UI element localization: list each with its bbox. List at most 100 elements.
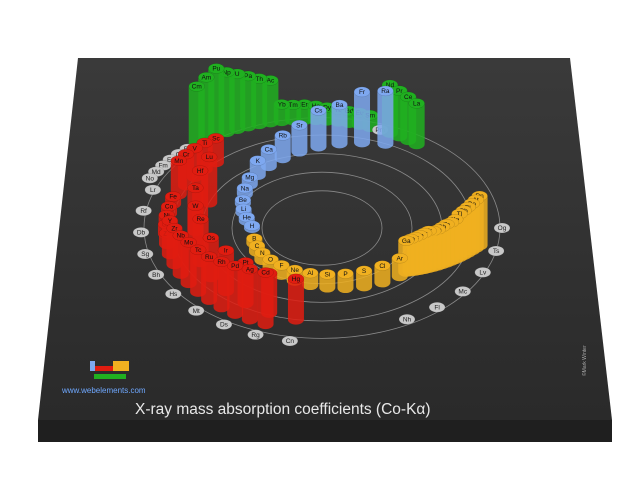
- element-symbol-label: Tm: [288, 102, 297, 109]
- column-cap: [187, 305, 205, 316]
- column-cap: [241, 171, 259, 183]
- column-body: [337, 273, 354, 294]
- column-cap: [198, 72, 215, 83]
- column-cap: [454, 286, 472, 297]
- element-symbol-label: Na: [241, 185, 250, 192]
- chart-title: X-ray mass absorption coefficients (Co-K…: [135, 401, 431, 418]
- element-symbol-label: Dy: [323, 105, 332, 112]
- element-column-la: La: [408, 98, 425, 150]
- element-symbol-label: V: [193, 145, 198, 152]
- element-symbol-label: Ti: [202, 140, 207, 147]
- element-symbol-label: Mo: [184, 240, 193, 247]
- element-symbol-label: B: [252, 236, 256, 243]
- element-symbol-label: Li: [241, 206, 246, 213]
- element-column-rb: Rb: [274, 130, 291, 164]
- element-symbol-label: Mg: [245, 174, 254, 181]
- element-symbol-label: Fl: [434, 304, 440, 311]
- element-symbol-label: Ce: [404, 94, 413, 101]
- element-column-fr: Fr: [353, 86, 371, 148]
- element-column-fl: Fl: [428, 301, 446, 313]
- column-cap: [374, 260, 391, 271]
- element-column-mg: Mg: [241, 171, 259, 190]
- element-symbol-label: Y: [168, 218, 173, 225]
- element-column-nh: Nh: [398, 314, 416, 325]
- column-cap: [187, 200, 204, 212]
- element-symbol-label: Pu: [212, 66, 220, 73]
- element-column-si: Si: [319, 269, 336, 293]
- column-body: [227, 265, 244, 319]
- element-column-p: P: [337, 268, 354, 294]
- element-symbol-label: Mn: [174, 158, 183, 165]
- element-symbol-label: Sc: [212, 135, 220, 142]
- element-column-cl: Cl: [374, 260, 391, 288]
- element-column-no: No: [141, 172, 159, 184]
- element-symbol-label: Db: [137, 230, 146, 237]
- element-symbol-label: Ru: [205, 254, 214, 261]
- element-symbol-label: Si: [324, 272, 330, 279]
- column-cap: [355, 265, 373, 276]
- column-cap: [213, 256, 230, 267]
- copyright-note: ©Mark Winter: [581, 345, 588, 376]
- column-cap: [226, 260, 244, 272]
- element-column-sr: Sr: [291, 119, 308, 157]
- element-symbol-label: H: [250, 223, 255, 230]
- element-symbol-label: C: [255, 243, 260, 250]
- element-symbol-label: Mt: [193, 308, 200, 315]
- element-columns: ErHoTmDyYbTbAcGdThEuPaSmUPmNpNdPuPrAmCeF…: [132, 63, 511, 347]
- column-cap: [192, 213, 209, 225]
- element-symbol-label: Cs: [314, 108, 323, 115]
- column-cap: [493, 222, 511, 234]
- element-symbol-label: Cr: [183, 151, 191, 158]
- element-symbol-label: Lr: [150, 187, 157, 194]
- element-column-pd: Pd: [226, 260, 244, 319]
- element-symbol-label: N: [260, 250, 265, 257]
- column-cap: [391, 252, 409, 264]
- element-symbol-label: Co: [165, 204, 174, 211]
- element-column-ar: Ar: [391, 252, 409, 282]
- element-symbol-label: Hg: [292, 276, 301, 283]
- element-symbol-label: Zr: [171, 225, 178, 232]
- column-cap: [236, 182, 254, 194]
- element-symbol-label: O: [268, 257, 273, 264]
- element-symbol-label: F: [279, 263, 283, 270]
- element-symbol-label: Sm: [365, 112, 375, 119]
- column-body: [356, 270, 373, 292]
- element-symbol-label: S: [362, 268, 367, 275]
- element-symbol-label: Yb: [278, 102, 286, 109]
- column-cap: [302, 267, 319, 279]
- element-column-db: Db: [132, 227, 150, 238]
- element-symbol-label: Th: [255, 76, 263, 83]
- element-symbol-label: Pa: [244, 73, 252, 80]
- element-column-ca: Ca: [260, 144, 278, 172]
- element-symbol-label: Fm: [158, 163, 167, 170]
- element-column-cn: Cn: [281, 335, 299, 347]
- element-column-og: Og: [493, 222, 511, 234]
- element-symbol-label: Ra: [381, 88, 390, 95]
- element-column-ba: Ba: [331, 99, 348, 149]
- element-symbol-label: Bh: [152, 272, 160, 279]
- element-symbol-label: Ds: [220, 322, 229, 329]
- element-column-lv: Lv: [474, 267, 492, 278]
- element-symbol-label: Lv: [479, 270, 487, 277]
- site-link[interactable]: www.webelements.com: [61, 386, 146, 395]
- element-column-ru: Ru: [200, 251, 218, 305]
- element-symbol-label: Nh: [403, 316, 412, 323]
- column-body: [408, 103, 425, 150]
- column-cap: [331, 99, 348, 111]
- element-column-mn: Mn: [170, 155, 188, 200]
- column-body: [377, 90, 394, 149]
- element-symbol-label: Cd: [261, 270, 270, 277]
- element-symbol-label: Gd: [345, 108, 354, 115]
- element-symbol-label: Md: [152, 169, 161, 176]
- element-column-cm: Cm: [188, 81, 205, 150]
- element-symbol-label: Mc: [458, 289, 467, 296]
- column-cap: [291, 119, 308, 131]
- element-symbol-label: U: [235, 71, 240, 78]
- column-body: [331, 104, 348, 149]
- column-cap: [398, 314, 416, 325]
- column-cap: [200, 251, 218, 262]
- element-symbol-label: Ac: [267, 78, 275, 85]
- column-cap: [165, 288, 182, 300]
- column-cap: [377, 85, 394, 97]
- column-body: [319, 274, 336, 293]
